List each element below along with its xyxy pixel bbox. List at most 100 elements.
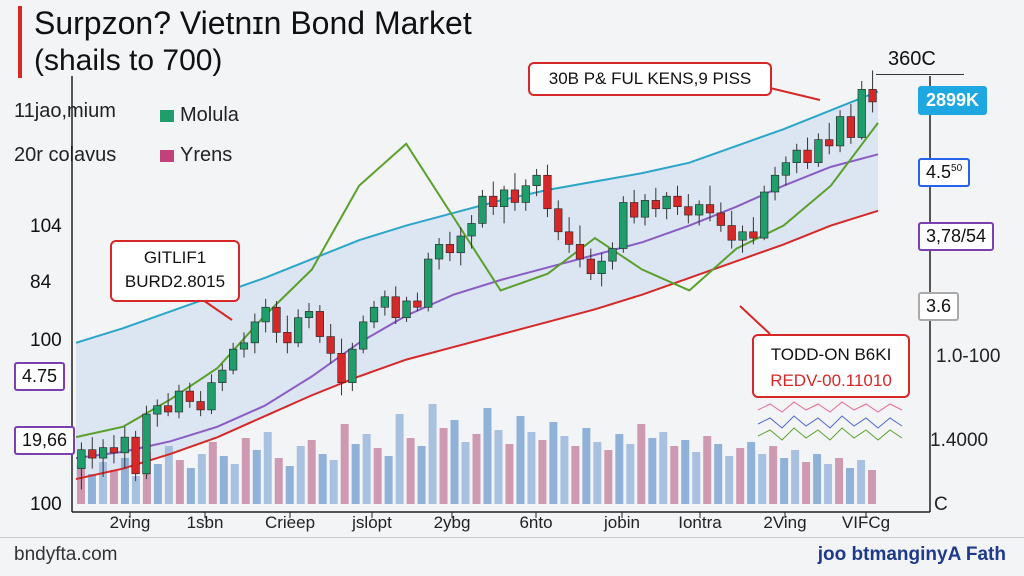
candle-body [207,382,216,411]
candle-body [120,436,129,454]
volume-bar [571,446,580,504]
candle-body [770,174,780,193]
candle-body [857,89,866,138]
candle-body [142,413,151,475]
candle-body [662,195,671,210]
volume-bar [494,430,503,504]
volume-bar [307,440,316,504]
volume-bars [77,404,876,504]
left-annotation-line-2: BURD2.8015 [124,272,226,291]
candle-body [510,189,520,203]
volume-bar [373,448,382,504]
left-badge-1: 4.75 [14,362,66,391]
x-tick-label: 2ybg [434,513,471,532]
candle-body [749,231,758,239]
candle-body [413,300,422,308]
footer-divider [0,537,1024,538]
candle-body [283,332,292,344]
mini-series-3 [757,427,903,441]
mini-series-2 [757,415,903,429]
x-tick-label: 1sbn [187,513,224,532]
right-badge-3: 3,78/54 [918,222,995,251]
right-annotation-line-1: TODD-ON B6KI [770,345,892,364]
footer-source: bndyfta.com [14,544,118,565]
volume-bar [461,442,470,504]
volume-bar [747,442,756,504]
left-axis-label-1: 104 [30,216,62,237]
candle-body [164,405,173,413]
page-subtitle: (shails to 700) [34,44,223,77]
legend-row-1-swatch [160,110,174,122]
candle-body [727,225,736,241]
candle-body [77,449,86,469]
candle-body [467,223,476,237]
volume-bar [824,464,833,504]
right-callout-arrow [739,305,771,335]
volume-bar [285,466,294,504]
volume-bar [637,424,646,504]
candle-body [109,447,119,454]
volume-bar [417,446,426,504]
candle-body [348,348,357,383]
candle-body [326,336,335,354]
candle-body [586,258,595,275]
volume-bar [505,444,514,504]
candle-body [543,174,552,210]
right-axis-label-2: 1.4000 [930,430,988,451]
volume-bar [703,436,712,504]
candle-body [597,260,606,275]
volume-bar [670,446,679,504]
right-badge-2-value: 4.5 [926,162,952,182]
volume-bar [516,416,525,504]
volume-bar [769,446,778,504]
x-tick-label: jslopt [351,513,392,532]
candle-body [814,139,823,163]
volume-bar [340,424,349,504]
candle-body [261,306,270,323]
volume-bar [813,454,822,504]
x-tick-label: 2ving [110,513,151,532]
candle-body [640,200,650,218]
candle-body [532,174,541,187]
x-tick-labels: 2ving 1sbn Crieep jslopt 2ybg 6nto jobin Iontra… [110,512,890,532]
volume-bar [725,456,734,504]
candle-body [359,321,368,350]
right-badge-4: 3.6 [918,292,960,321]
volume-bar [318,454,327,504]
volume-bar [252,450,261,504]
volume-bar [483,408,492,504]
volume-bar [780,458,789,504]
volume-bar [153,464,162,504]
volume-bar [835,458,844,504]
candle-body [315,311,324,337]
volume-bar [472,434,481,504]
candle-body [500,189,509,207]
candle-body [434,244,444,260]
page-title: Surpzon? Vietnɪn Bond Market [34,5,472,41]
candle-body [760,191,769,239]
left-annotation-line-1: GITLIF1 [143,248,207,267]
candle-body [630,202,639,218]
candle-body [391,296,400,319]
candle-body [294,317,303,344]
candle-body [218,369,227,383]
volume-bar [219,456,228,504]
candle-body [304,311,314,319]
candle-body [684,206,693,216]
volume-bar [164,446,173,504]
right-badge-2: 4.550 [918,158,971,187]
mini-series-1 [757,401,903,413]
candle-body [619,202,628,249]
candle-body [673,195,682,207]
legend-row-2-swatch [160,150,174,162]
volume-bar [450,420,459,504]
volume-bar [351,444,360,504]
volume-bar [120,458,129,504]
x-tick-label: jobin [603,513,640,532]
volume-bar [197,454,206,504]
top-annotation-box: 30B P& FUL KENS,9 PISS [528,62,772,96]
candlesticks [77,70,877,490]
left-axis-label-3: 100 [30,330,62,351]
candle-body [99,447,108,459]
